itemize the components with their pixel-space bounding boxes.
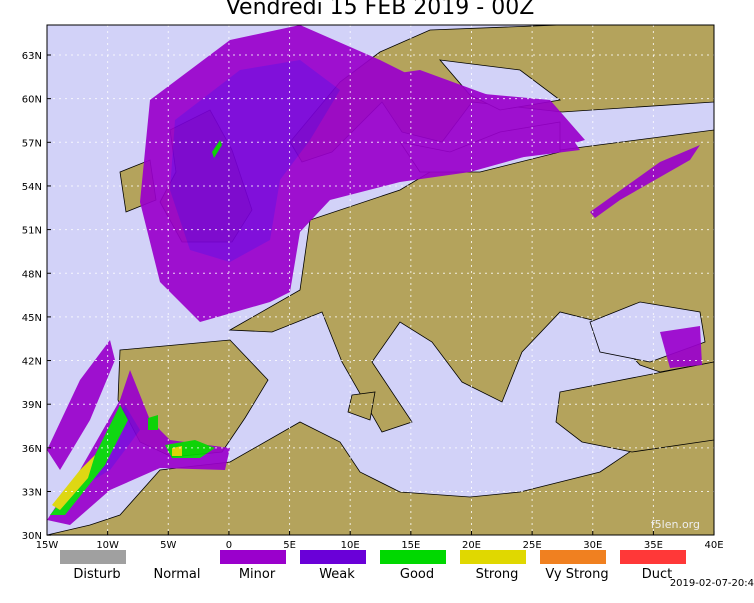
lon-label: 35E <box>644 540 663 551</box>
graticule <box>47 25 714 535</box>
lon-label: 15W <box>36 540 59 551</box>
lat-label: 42N <box>22 357 42 368</box>
legend-label: Strong <box>476 567 519 582</box>
lon-label: 25E <box>523 540 542 551</box>
map-frame <box>46 24 715 536</box>
title: Vendredi 15 FEB 2019 - 00Z <box>226 0 535 20</box>
legend-swatch <box>460 550 526 564</box>
legend-swatch <box>60 550 126 564</box>
lon-label: 5E <box>283 540 296 551</box>
timestamp: 2019-02-07-20:4 <box>670 578 754 589</box>
legend-label: Disturb <box>73 567 120 582</box>
map-area: f5len.org <box>47 25 714 535</box>
lon-label: 30E <box>583 540 602 551</box>
legend-label: Vy Strong <box>545 567 608 582</box>
lat-label: 51N <box>22 226 42 237</box>
legend-swatch <box>540 550 606 564</box>
legend-swatch <box>380 550 446 564</box>
legend-swatch <box>300 550 366 564</box>
legend-swatch <box>620 550 686 564</box>
lat-label: 57N <box>22 138 42 149</box>
lon-label: 15E <box>401 540 420 551</box>
legend-label: Good <box>400 567 434 582</box>
credit: f5len.org <box>651 518 700 531</box>
lat-label: 45N <box>22 313 42 324</box>
lat-label: 48N <box>22 269 42 280</box>
lon-label: 20E <box>462 540 481 551</box>
legend-swatch <box>140 550 206 564</box>
legend-swatch <box>220 550 286 564</box>
lat-label: 30N <box>22 531 42 542</box>
lon-label: 10E <box>341 540 360 551</box>
lon-label: 40E <box>705 540 724 551</box>
lat-label: 39N <box>22 400 42 411</box>
legend-label: Weak <box>319 567 355 582</box>
lon-label: 5W <box>160 540 176 551</box>
ducting-overlay <box>47 25 702 525</box>
legend-label: Normal <box>153 567 200 582</box>
lon-label: 10W <box>96 540 119 551</box>
legend-label: Duct <box>642 567 673 582</box>
legend: Disturb Normal Minor Weak Good Strong Vy Stron… <box>60 550 686 582</box>
legend-label: Minor <box>239 567 276 582</box>
lat-label: 54N <box>22 182 42 193</box>
lat-label: 60N <box>22 95 42 106</box>
lat-label: 63N <box>22 51 42 62</box>
lat-label: 33N <box>22 488 42 499</box>
lon-label: 0 <box>226 540 232 551</box>
lat-label: 36N <box>22 444 42 455</box>
